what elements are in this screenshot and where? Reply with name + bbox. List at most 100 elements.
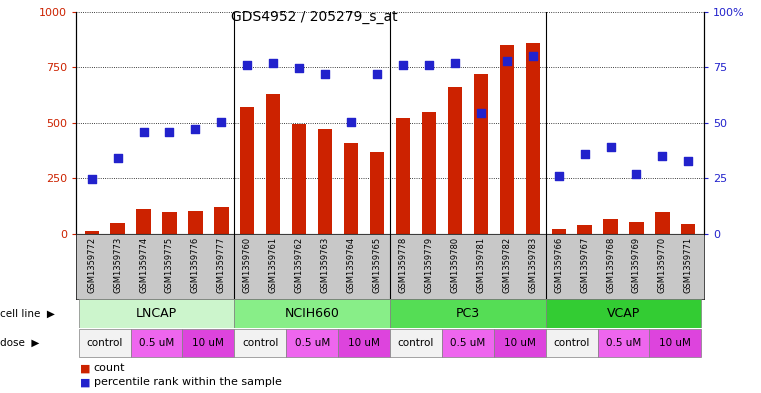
- Point: [501, 57, 513, 64]
- Bar: [649, 329, 702, 357]
- Text: GSM1359769: GSM1359769: [632, 237, 641, 293]
- Text: 0.5 uM: 0.5 uM: [606, 338, 641, 348]
- Bar: [136, 209, 151, 234]
- Text: VCAP: VCAP: [607, 307, 640, 320]
- Text: 10 uM: 10 uM: [660, 338, 691, 348]
- Point: [552, 173, 565, 179]
- Bar: [266, 94, 280, 234]
- Point: [449, 60, 461, 66]
- Text: control: control: [87, 338, 123, 348]
- Text: count: count: [94, 363, 125, 373]
- Point: [267, 60, 279, 66]
- Text: GSM1359768: GSM1359768: [606, 237, 615, 293]
- Point: [85, 176, 97, 183]
- Text: 10 uM: 10 uM: [504, 338, 536, 348]
- Bar: [552, 230, 565, 234]
- Text: GSM1359773: GSM1359773: [113, 237, 122, 293]
- Text: GSM1359770: GSM1359770: [658, 237, 667, 293]
- Point: [630, 171, 642, 177]
- Point: [293, 65, 305, 72]
- Point: [138, 129, 150, 135]
- Bar: [500, 45, 514, 234]
- Bar: [215, 207, 228, 234]
- Bar: [447, 87, 462, 234]
- Text: GSM1359779: GSM1359779: [425, 237, 434, 293]
- Bar: [494, 329, 546, 357]
- Text: GSM1359776: GSM1359776: [191, 237, 200, 293]
- Text: GSM1359782: GSM1359782: [502, 237, 511, 293]
- Text: GSM1359781: GSM1359781: [476, 237, 486, 293]
- Text: GSM1359767: GSM1359767: [580, 237, 589, 293]
- Text: GDS4952 / 205279_s_at: GDS4952 / 205279_s_at: [231, 10, 398, 24]
- Bar: [84, 231, 99, 234]
- Bar: [578, 225, 592, 234]
- Bar: [422, 112, 436, 234]
- Point: [215, 119, 228, 125]
- Text: ■: ■: [80, 377, 91, 387]
- Point: [423, 62, 435, 68]
- Point: [241, 62, 253, 68]
- Bar: [188, 211, 202, 234]
- Bar: [78, 299, 234, 327]
- Bar: [546, 329, 597, 357]
- Bar: [344, 143, 358, 234]
- Text: GSM1359775: GSM1359775: [165, 237, 174, 293]
- Text: 0.5 uM: 0.5 uM: [139, 338, 174, 348]
- Text: GSM1359772: GSM1359772: [88, 237, 96, 293]
- Text: 10 uM: 10 uM: [348, 338, 380, 348]
- Text: 0.5 uM: 0.5 uM: [295, 338, 330, 348]
- Bar: [396, 118, 410, 234]
- Bar: [526, 43, 540, 234]
- Bar: [442, 329, 494, 357]
- Point: [112, 155, 124, 162]
- Bar: [78, 329, 131, 357]
- Point: [683, 158, 695, 164]
- Text: GSM1359766: GSM1359766: [554, 237, 563, 293]
- Text: cell line  ▶: cell line ▶: [0, 309, 55, 318]
- Bar: [234, 299, 390, 327]
- Text: GSM1359763: GSM1359763: [320, 237, 330, 293]
- Text: GSM1359764: GSM1359764: [346, 237, 355, 293]
- Text: GSM1359780: GSM1359780: [451, 237, 460, 293]
- Bar: [597, 329, 649, 357]
- Bar: [234, 329, 286, 357]
- Bar: [546, 299, 702, 327]
- Bar: [655, 211, 670, 234]
- Bar: [183, 329, 234, 357]
- Text: control: control: [398, 338, 434, 348]
- Bar: [240, 107, 254, 234]
- Bar: [603, 219, 618, 234]
- Bar: [110, 223, 125, 234]
- Text: control: control: [242, 338, 279, 348]
- Text: LNCAP: LNCAP: [136, 307, 177, 320]
- Point: [397, 62, 409, 68]
- Point: [656, 153, 668, 159]
- Bar: [390, 329, 442, 357]
- Bar: [473, 74, 488, 234]
- Bar: [338, 329, 390, 357]
- Text: NCIH660: NCIH660: [285, 307, 339, 320]
- Text: 10 uM: 10 uM: [193, 338, 224, 348]
- Text: GSM1359778: GSM1359778: [399, 237, 407, 293]
- Text: dose  ▶: dose ▶: [0, 338, 40, 348]
- Bar: [629, 222, 644, 234]
- Text: GSM1359783: GSM1359783: [528, 237, 537, 293]
- Text: GSM1359760: GSM1359760: [243, 237, 252, 293]
- Text: PC3: PC3: [456, 307, 480, 320]
- Text: GSM1359761: GSM1359761: [269, 237, 278, 293]
- Point: [475, 110, 487, 116]
- Point: [371, 71, 383, 77]
- Point: [319, 71, 331, 77]
- Text: GSM1359762: GSM1359762: [295, 237, 304, 293]
- Bar: [370, 152, 384, 234]
- Point: [189, 126, 202, 132]
- Text: GSM1359771: GSM1359771: [684, 237, 693, 293]
- Text: GSM1359777: GSM1359777: [217, 237, 226, 293]
- Bar: [681, 224, 696, 234]
- Text: ■: ■: [80, 363, 91, 373]
- Text: percentile rank within the sample: percentile rank within the sample: [94, 377, 282, 387]
- Bar: [131, 329, 183, 357]
- Point: [604, 144, 616, 151]
- Text: 0.5 uM: 0.5 uM: [451, 338, 486, 348]
- Point: [578, 151, 591, 157]
